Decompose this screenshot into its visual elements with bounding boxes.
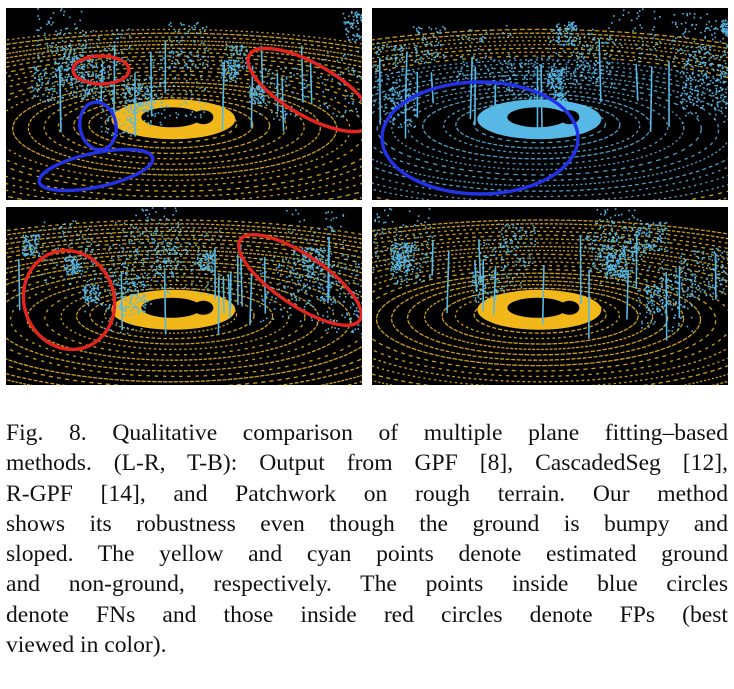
fp-circle: [246, 46, 362, 134]
fp-circle: [21, 248, 117, 352]
caption-line: R-GPF [14], and Patchwork on rough terra…: [6, 480, 728, 507]
caption-line: denote FNs and those inside red circles …: [6, 601, 728, 628]
rgpf-output-panel: [6, 207, 362, 385]
fn-circle: [78, 100, 118, 152]
fn-circle: [37, 147, 155, 193]
caption-line: viewed in color).: [6, 632, 167, 659]
caption-line: sloped. The yellow and cyan points denot…: [6, 541, 728, 568]
gpf-point-cloud: [6, 8, 362, 200]
caption-line: Fig. 8. Qualitative comparison of multip…: [6, 420, 728, 446]
caption-line: and non-ground, respectively. The points…: [6, 571, 728, 598]
patchwork-point-cloud: [372, 207, 728, 385]
rgpf-point-cloud: [6, 207, 362, 385]
patchwork-output-panel: [372, 207, 728, 385]
gpf-output-panel: [6, 8, 362, 200]
fp-circle: [236, 233, 362, 327]
cascadedseg-point-cloud: [372, 8, 728, 200]
caption-line: shows its robustness even though the gro…: [6, 510, 728, 537]
fp-circle: [71, 54, 131, 86]
fn-circle: [380, 80, 580, 196]
cascadedseg-output-panel: [372, 8, 728, 200]
caption-line: methods. (L-R, T-B): Output from GPF [8]…: [6, 450, 728, 477]
figure-caption: Fig. 8. Qualitative comparison of multip…: [6, 418, 728, 660]
